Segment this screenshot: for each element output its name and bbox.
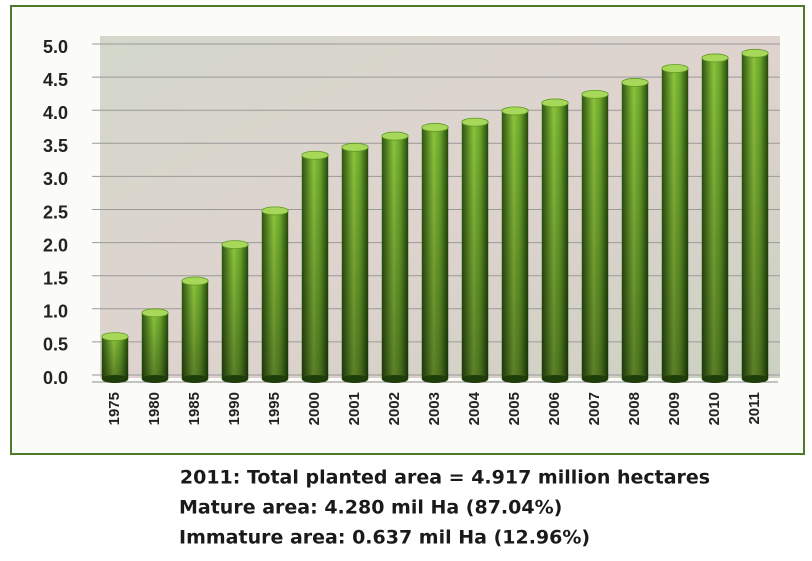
x-tick-label: 1990 xyxy=(226,392,243,425)
x-tick-label: 2008 xyxy=(626,392,643,425)
bar-shade xyxy=(741,53,769,380)
x-tick-label: 1980 xyxy=(146,392,163,425)
bar-base xyxy=(301,375,329,383)
bar-shade xyxy=(541,102,569,380)
bar-shade xyxy=(181,281,209,379)
bar-top xyxy=(221,240,249,250)
x-tick-label: 2002 xyxy=(386,392,403,425)
bar-top xyxy=(261,206,289,216)
annotation: Immature area: 0.637 mil Ha (12.96%) xyxy=(179,527,590,549)
x-tick-label: 2009 xyxy=(666,392,683,425)
x-tick-label: 2003 xyxy=(426,392,443,425)
annotation: Mature area: 4.280 mil Ha (87.04%) xyxy=(179,497,562,519)
bar-shade xyxy=(341,147,369,379)
y-tick-label: 1.0 xyxy=(43,302,68,322)
bar-top xyxy=(141,308,169,318)
bar-top xyxy=(181,276,209,286)
bar-base xyxy=(741,375,769,383)
y-tick-label: 4.0 xyxy=(43,103,68,123)
bar-top xyxy=(461,117,489,127)
y-tick-label: 4.5 xyxy=(43,70,68,90)
bar-top xyxy=(741,48,769,58)
bar-top xyxy=(421,123,449,132)
y-tick-label: 1.5 xyxy=(43,268,68,288)
bar-base xyxy=(461,375,489,383)
bar-top xyxy=(101,332,129,342)
bar-base xyxy=(341,375,369,383)
bar-shade xyxy=(301,155,329,379)
y-tick-label: 0.5 xyxy=(43,335,68,355)
bar-shade xyxy=(221,244,249,379)
x-tick-label: 1975 xyxy=(106,392,123,425)
x-tick-label: 1995 xyxy=(266,392,283,425)
bar-base xyxy=(541,375,569,383)
bar-base xyxy=(381,375,409,383)
x-tick-label: 2007 xyxy=(586,392,603,425)
bar-base xyxy=(181,375,209,383)
bar-shade xyxy=(101,336,129,379)
x-tick-label: 2005 xyxy=(506,392,523,425)
bar-top xyxy=(661,64,689,73)
bar-base xyxy=(701,375,729,383)
x-tick-label: 2001 xyxy=(346,392,363,425)
y-tick-label: 5.0 xyxy=(43,37,68,57)
y-tick-label: 3.0 xyxy=(43,169,68,189)
bar-shade xyxy=(501,110,529,379)
bar-base xyxy=(101,375,129,383)
y-tick-label: 2.0 xyxy=(43,235,68,255)
bar-shade xyxy=(261,210,289,379)
bar-shade xyxy=(701,57,729,380)
y-tick-label: 2.5 xyxy=(43,202,68,222)
y-tick-label: 0.0 xyxy=(43,368,68,388)
bar-base xyxy=(221,375,249,383)
bar-base xyxy=(621,375,649,383)
bar-top xyxy=(621,78,649,87)
bar-shade xyxy=(661,68,689,379)
bar-top xyxy=(301,150,329,160)
x-tick-label: 2004 xyxy=(466,391,483,425)
annotation: 2011: Total planted area = 4.917 million… xyxy=(180,467,710,489)
bar-shade xyxy=(381,136,409,379)
bar-base xyxy=(141,375,169,383)
bar-top xyxy=(701,53,729,63)
bar-base xyxy=(261,375,289,383)
bar-top xyxy=(501,106,529,116)
bar-base xyxy=(501,375,529,383)
bar-top xyxy=(341,142,369,152)
bar-shade xyxy=(581,94,609,379)
bar-top xyxy=(541,98,569,108)
bar-shade xyxy=(421,127,449,379)
bar-top xyxy=(381,131,409,141)
bar-shade xyxy=(461,122,489,380)
bar-base xyxy=(581,375,609,383)
bar-base xyxy=(661,375,689,383)
x-tick-label: 2010 xyxy=(706,392,723,425)
x-tick-label: 2006 xyxy=(546,392,563,425)
bar-shade xyxy=(141,312,169,379)
x-tick-label: 2000 xyxy=(306,392,323,425)
bar-shade xyxy=(621,82,649,379)
bar-base xyxy=(421,375,449,383)
x-tick-label: 1985 xyxy=(186,392,203,425)
bar-top xyxy=(581,89,609,99)
y-tick-label: 3.5 xyxy=(43,136,68,156)
x-tick-label: 2011 xyxy=(746,392,763,425)
